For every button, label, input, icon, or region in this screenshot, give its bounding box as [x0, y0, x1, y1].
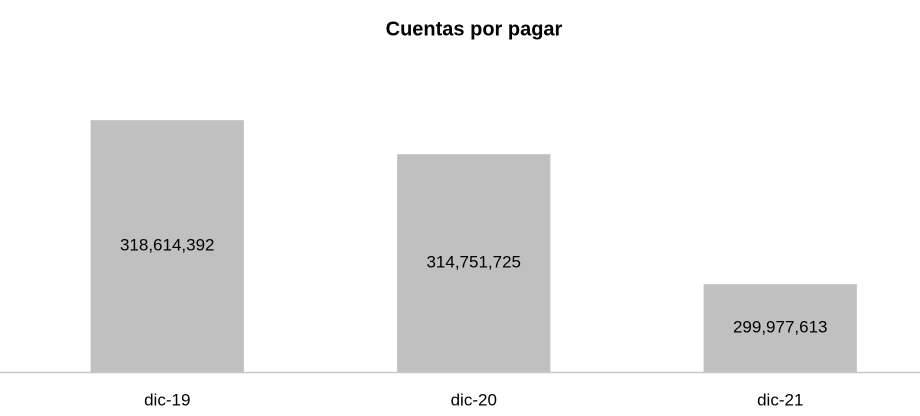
bar: [703, 284, 857, 372]
x-tick-label: dic-20: [451, 390, 497, 409]
bar: [397, 154, 551, 372]
x-tick-label: dic-19: [144, 390, 190, 409]
value-label: 314,751,725: [426, 253, 521, 272]
chart-title: Cuentas por pagar: [386, 18, 563, 40]
x-tick-label: dic-21: [757, 390, 803, 409]
bar: [90, 120, 244, 372]
value-label: 318,614,392: [120, 236, 215, 255]
value-label: 299,977,613: [733, 318, 828, 337]
